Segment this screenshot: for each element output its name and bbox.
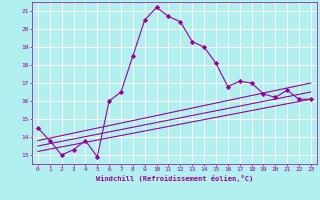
X-axis label: Windchill (Refroidissement éolien,°C): Windchill (Refroidissement éolien,°C) [96, 175, 253, 182]
